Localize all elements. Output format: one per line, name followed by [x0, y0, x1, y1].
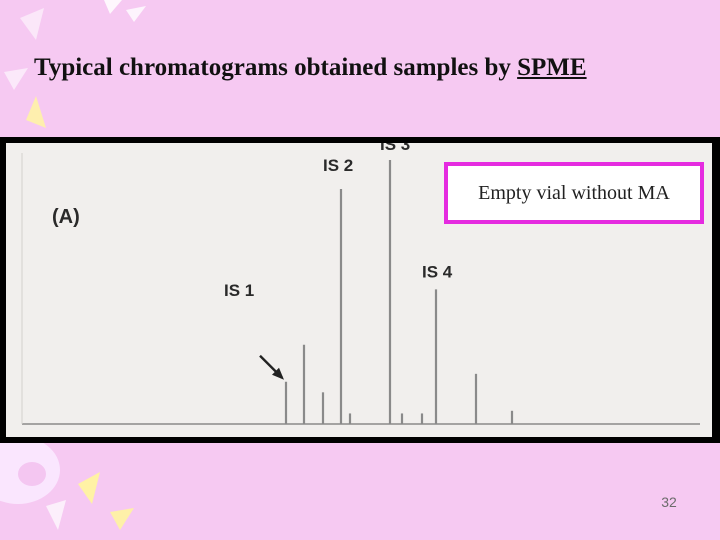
slide-title: Typical chromatograms obtained samples b…	[34, 54, 587, 82]
panel-label: (A)	[52, 206, 80, 228]
peak-label-is-1: IS 1	[224, 281, 254, 300]
slide-title-text: Typical chromatograms obtained samples b…	[34, 54, 518, 81]
callout-text: Empty vial without MA	[478, 181, 670, 204]
is1-arrow-head	[272, 367, 284, 380]
slide-title-underlined: SPME	[517, 54, 587, 81]
callout-box: Empty vial without MA	[444, 162, 704, 224]
page-number: 32	[661, 494, 677, 510]
peak-label-is-3: IS 3	[380, 143, 410, 154]
peak-label-is-2: IS 2	[323, 156, 353, 175]
peak-label-is-4: IS 4	[422, 262, 453, 281]
chromatogram-svg: (A) IS 1 IS 2 IS 3 IS 4	[21, 143, 700, 425]
